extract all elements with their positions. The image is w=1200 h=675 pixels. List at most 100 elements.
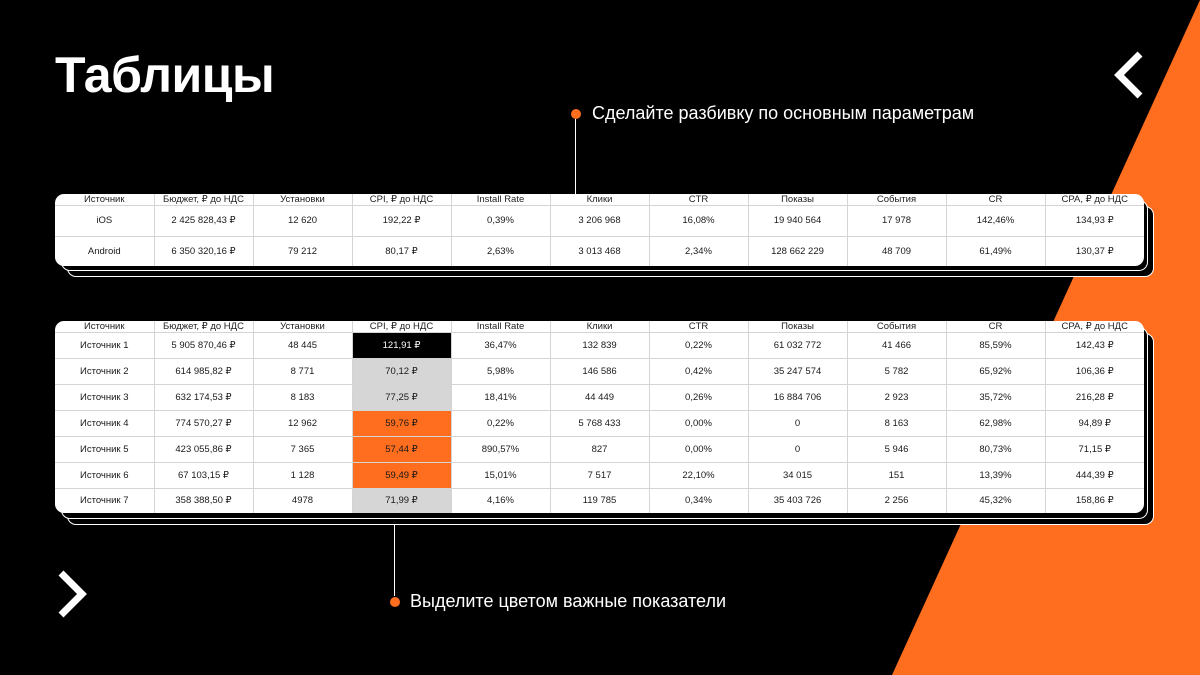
table-cell: 0 bbox=[748, 436, 848, 463]
table-row: Android 6 350 320,16 ₽79 212 80,17 ₽2,63% 3… bbox=[55, 236, 1144, 266]
table-cell: 142,43 ₽ bbox=[1045, 332, 1144, 359]
column-header: Install Rate bbox=[451, 194, 551, 206]
callout-line-breakdown bbox=[575, 119, 576, 194]
table-cell: 48 445 bbox=[253, 332, 353, 359]
cpi-highlight-cell: 57,44 ₽ bbox=[352, 436, 452, 463]
table-cell: 44 449 bbox=[550, 384, 650, 411]
column-header: CTR bbox=[649, 321, 749, 333]
table-cell: 12 962 bbox=[253, 410, 353, 437]
table-card: Источник Бюджет, ₽ до НДС Установки CPI,… bbox=[55, 321, 1144, 513]
row-label-cell: Источник 4 bbox=[55, 410, 155, 437]
table-cell: 36,47% bbox=[451, 332, 551, 359]
table-cell: 2,34% bbox=[649, 236, 749, 266]
table-row: Источник 2 614 985,82 ₽8 771 70,12 ₽5,98% 1… bbox=[55, 358, 1144, 385]
table-cell: 35,72% bbox=[946, 384, 1046, 411]
row-label-cell: iOS bbox=[55, 205, 155, 237]
column-header: Бюджет, ₽ до НДС bbox=[154, 321, 254, 333]
table-cell: 7 517 bbox=[550, 462, 650, 489]
chevron-right-icon[interactable] bbox=[56, 569, 92, 619]
table-cell: 614 985,82 ₽ bbox=[154, 358, 254, 385]
table-cell: 0,00% bbox=[649, 410, 749, 437]
table-cell: 119 785 bbox=[550, 488, 650, 513]
table-cell: 8 771 bbox=[253, 358, 353, 385]
table-row: Источник 7 358 388,50 ₽4978 71,99 ₽4,16% 11… bbox=[55, 488, 1144, 513]
column-header: CPA, ₽ до НДС bbox=[1045, 194, 1144, 206]
row-label-cell: Источник 2 bbox=[55, 358, 155, 385]
table-row: iOS 2 425 828,43 ₽12 620 192,22 ₽0,39% 3 20… bbox=[55, 205, 1144, 237]
column-header: Бюджет, ₽ до НДС bbox=[154, 194, 254, 206]
callout-line-color bbox=[394, 524, 395, 596]
cpi-highlight-cell: 121,91 ₽ bbox=[352, 332, 452, 359]
table-cell: 6 350 320,16 ₽ bbox=[154, 236, 254, 266]
table-cell: 62,98% bbox=[946, 410, 1046, 437]
page-title: Таблицы bbox=[55, 47, 275, 103]
table-cell: 45,32% bbox=[946, 488, 1046, 513]
table-row: Источник 5 423 055,86 ₽7 365 57,44 ₽890,57… bbox=[55, 436, 1144, 463]
table-cell: 85,59% bbox=[946, 332, 1046, 359]
table-cell: 0,22% bbox=[451, 410, 551, 437]
table-cell: 5 946 bbox=[847, 436, 947, 463]
chevron-left-icon[interactable] bbox=[1110, 50, 1146, 100]
table-cell: 80,17 ₽ bbox=[352, 236, 452, 266]
table-cell: 80,73% bbox=[946, 436, 1046, 463]
table-cell: 890,57% bbox=[451, 436, 551, 463]
table-cell: 4,16% bbox=[451, 488, 551, 513]
row-label-cell: Источник 5 bbox=[55, 436, 155, 463]
sources-data-table: Источник Бюджет, ₽ до НДС Установки CPI,… bbox=[55, 321, 1144, 513]
table-cell: 444,39 ₽ bbox=[1045, 462, 1144, 489]
table-row: Источник 4 774 570,27 ₽12 962 59,76 ₽0,22%… bbox=[55, 410, 1144, 437]
table-row: Источник 6 67 103,15 ₽1 128 59,49 ₽15,01% 7… bbox=[55, 462, 1144, 489]
table-cell: 16,08% bbox=[649, 205, 749, 237]
table-cell: 61,49% bbox=[946, 236, 1046, 266]
table-card: Источник Бюджет, ₽ до НДС Установки CPI,… bbox=[55, 194, 1144, 266]
table-cell: 106,36 ₽ bbox=[1045, 358, 1144, 385]
platform-table: Источник Бюджет, ₽ до НДС Установки CPI,… bbox=[55, 194, 1155, 278]
cpi-highlight-cell: 70,12 ₽ bbox=[352, 358, 452, 385]
table-cell: 0,39% bbox=[451, 205, 551, 237]
table-cell: 2 425 828,43 ₽ bbox=[154, 205, 254, 237]
column-header: Источник bbox=[55, 194, 155, 206]
table-cell: 0,34% bbox=[649, 488, 749, 513]
sources-table: Источник Бюджет, ₽ до НДС Установки CPI,… bbox=[55, 321, 1155, 526]
table-cell: 632 174,53 ₽ bbox=[154, 384, 254, 411]
table-cell: 134,93 ₽ bbox=[1045, 205, 1144, 237]
table-cell: 5 905 870,46 ₽ bbox=[154, 332, 254, 359]
table-cell: 5,98% bbox=[451, 358, 551, 385]
table-cell: 1 128 bbox=[253, 462, 353, 489]
column-header: События bbox=[847, 194, 947, 206]
table-cell: 94,89 ₽ bbox=[1045, 410, 1144, 437]
table-cell: 41 466 bbox=[847, 332, 947, 359]
column-header: Клики bbox=[550, 194, 650, 206]
column-header: Клики bbox=[550, 321, 650, 333]
callout-dot-color bbox=[390, 597, 400, 607]
column-header: Install Rate bbox=[451, 321, 551, 333]
table-cell: 146 586 bbox=[550, 358, 650, 385]
table-cell: 35 403 726 bbox=[748, 488, 848, 513]
callout-breakdown-text: Сделайте разбивку по основным параметрам bbox=[592, 103, 975, 123]
table-cell: 192,22 ₽ bbox=[352, 205, 452, 237]
table-cell: 3 013 468 bbox=[550, 236, 650, 266]
table-cell: 2 256 bbox=[847, 488, 947, 513]
table-row: Источник 3 632 174,53 ₽8 183 77,25 ₽18,41%… bbox=[55, 384, 1144, 411]
table-cell: 3 206 968 bbox=[550, 205, 650, 237]
table-cell: 151 bbox=[847, 462, 947, 489]
table-cell: 15,01% bbox=[451, 462, 551, 489]
table-cell: 8 183 bbox=[253, 384, 353, 411]
table-cell: 18,41% bbox=[451, 384, 551, 411]
table-cell: 2 923 bbox=[847, 384, 947, 411]
cpi-highlight-cell: 59,49 ₽ bbox=[352, 462, 452, 489]
cpi-highlight-cell: 59,76 ₽ bbox=[352, 410, 452, 437]
table-cell: 5 782 bbox=[847, 358, 947, 385]
column-header: CR bbox=[946, 194, 1046, 206]
table-cell: 5 768 433 bbox=[550, 410, 650, 437]
table-cell: 128 662 229 bbox=[748, 236, 848, 266]
table-cell: 71,15 ₽ bbox=[1045, 436, 1144, 463]
cpi-highlight-cell: 77,25 ₽ bbox=[352, 384, 452, 411]
table-cell: 8 163 bbox=[847, 410, 947, 437]
table-cell: 216,28 ₽ bbox=[1045, 384, 1144, 411]
table-cell: 0,42% bbox=[649, 358, 749, 385]
table1-body: iOS 2 425 828,43 ₽12 620 192,22 ₽0,39% 3 20… bbox=[55, 205, 1144, 266]
table-cell: 358 388,50 ₽ bbox=[154, 488, 254, 513]
table-cell: 17 978 bbox=[847, 205, 947, 237]
